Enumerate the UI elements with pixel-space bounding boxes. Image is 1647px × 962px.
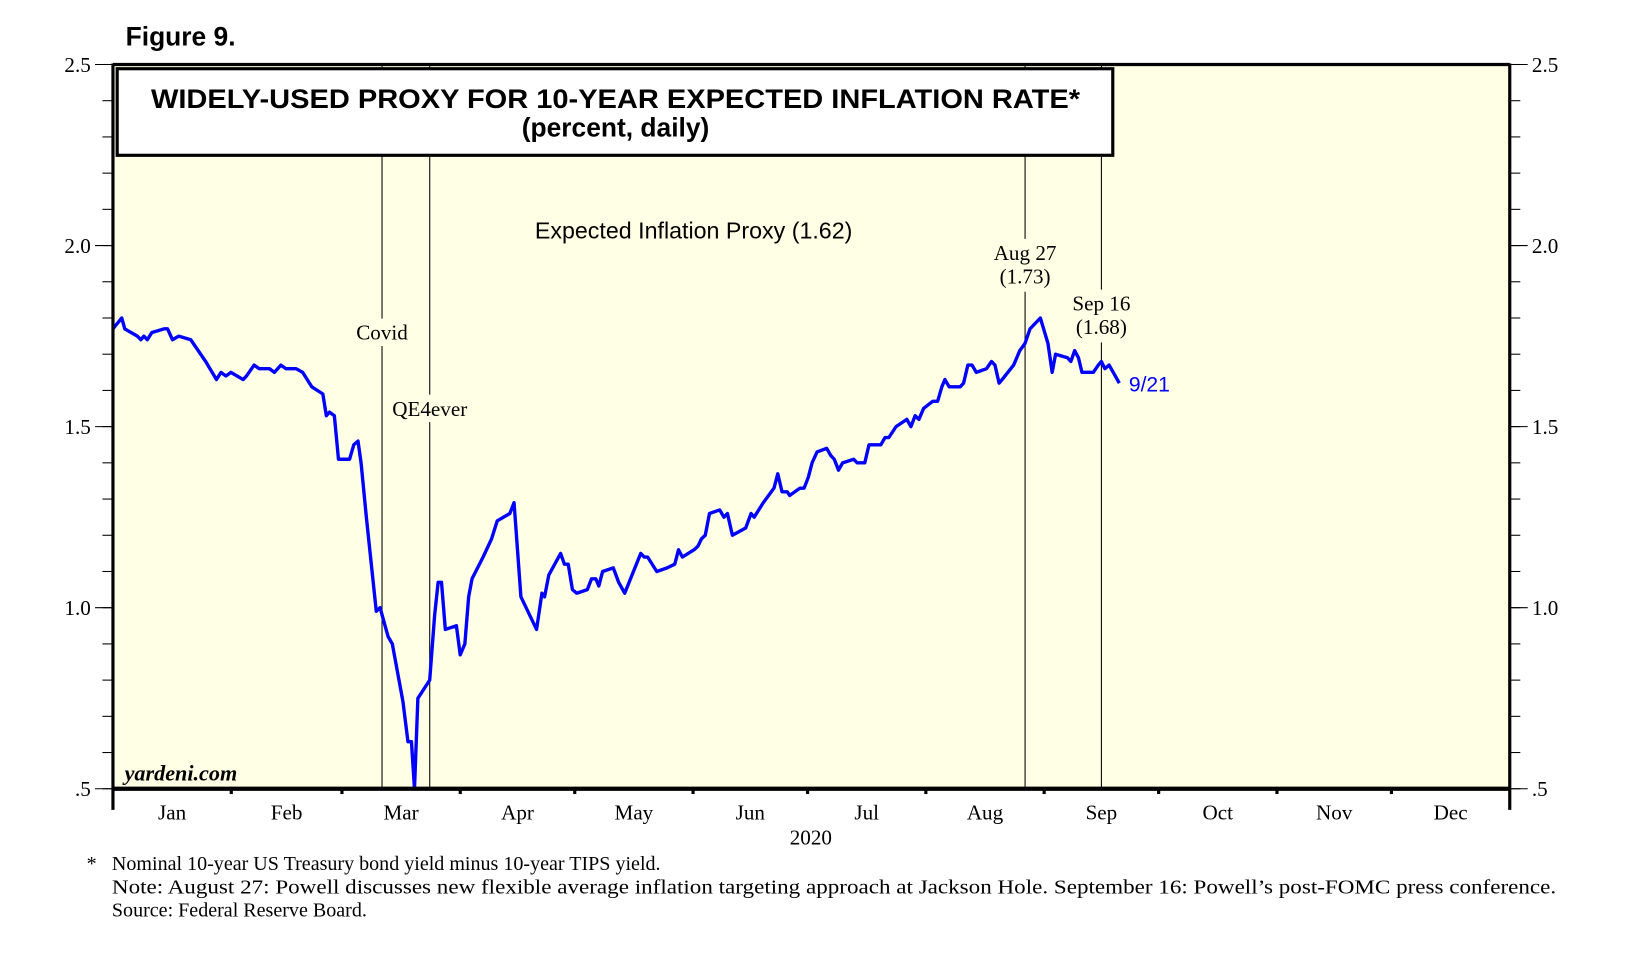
x-tick-label: Aug xyxy=(967,800,1004,824)
y-tick-label-right: 2.5 xyxy=(1532,53,1558,77)
x-tick-label: Apr xyxy=(501,800,534,824)
x-tick-label: Feb xyxy=(271,800,303,824)
annotation-label: Covid xyxy=(356,321,408,345)
annotation-sublabel: (1.68) xyxy=(1076,315,1127,339)
x-tick-label: Oct xyxy=(1203,800,1234,824)
y-tick-label-left: 2.5 xyxy=(64,53,90,77)
x-tick-label: Sep xyxy=(1086,800,1118,824)
annotation-labels: Covid QE4ever Aug 27(1.73) Sep 16(1.68) xyxy=(350,238,1139,423)
y-tick-label-right: 2.0 xyxy=(1532,234,1558,258)
x-tick-label: Mar xyxy=(384,800,419,824)
annotation-label: Aug 27 xyxy=(994,241,1057,265)
chart-title: WIDELY-USED PROXY FOR 10-YEAR EXPECTED I… xyxy=(151,84,1081,114)
footnote-star: * xyxy=(87,853,97,875)
y-tick-label-left: 2.0 xyxy=(64,234,90,258)
x-tick-label: May xyxy=(615,800,654,824)
annotation-label-bg xyxy=(387,394,472,423)
watermark: yardeni.com xyxy=(122,760,238,785)
footnote-1: Nominal 10-year US Treasury bond yield m… xyxy=(112,853,661,875)
legend-series-label: Expected Inflation Proxy (1.62) xyxy=(535,218,853,244)
x-tick-label: Jul xyxy=(854,800,879,824)
series-group xyxy=(111,316,1121,791)
annotation-label: QE4ever xyxy=(392,397,467,421)
series-line xyxy=(111,316,1121,791)
y-tick-label-right: .5 xyxy=(1532,777,1548,801)
annotation-label-bg xyxy=(988,238,1063,292)
x-tick-label: Jan xyxy=(158,800,187,824)
y-tick-label-left: 1.5 xyxy=(64,415,90,439)
x-tick-label: Dec xyxy=(1434,800,1468,824)
annotation-sublabel: (1.73) xyxy=(1000,264,1051,288)
x-tick-label: Jun xyxy=(736,800,766,824)
series-end-label: 9/21 xyxy=(1129,374,1170,397)
y-tick-label-right: 1.5 xyxy=(1532,415,1558,439)
title-box: WIDELY-USED PROXY FOR 10-YEAR EXPECTED I… xyxy=(115,67,1115,157)
y-tick-label-right: 1.0 xyxy=(1532,596,1558,620)
footnote-3: Source: Federal Reserve Board. xyxy=(112,900,367,922)
x-axis-label: 2020 xyxy=(790,826,832,850)
y-tick-label-left: .5 xyxy=(75,777,91,801)
x-tick-label: Nov xyxy=(1316,800,1353,824)
plot-area xyxy=(112,64,1510,789)
footnote-2: Note: August 27: Powell discusses new fl… xyxy=(112,876,1556,898)
annotation-label-bg xyxy=(1064,289,1139,343)
y-tick-label-left: 1.0 xyxy=(64,596,90,620)
chart-subtitle: (percent, daily) xyxy=(522,112,710,142)
annotation-label: Sep 16 xyxy=(1072,292,1130,316)
figure-label: Figure 9. xyxy=(126,21,236,51)
axes: 2.5 2.5 2.0 2.0 1.5 1.5 1.0 1.0 .5 .5 Jan Feb Mar Apr… xyxy=(64,53,1558,824)
annotation-label-bg xyxy=(350,318,414,347)
